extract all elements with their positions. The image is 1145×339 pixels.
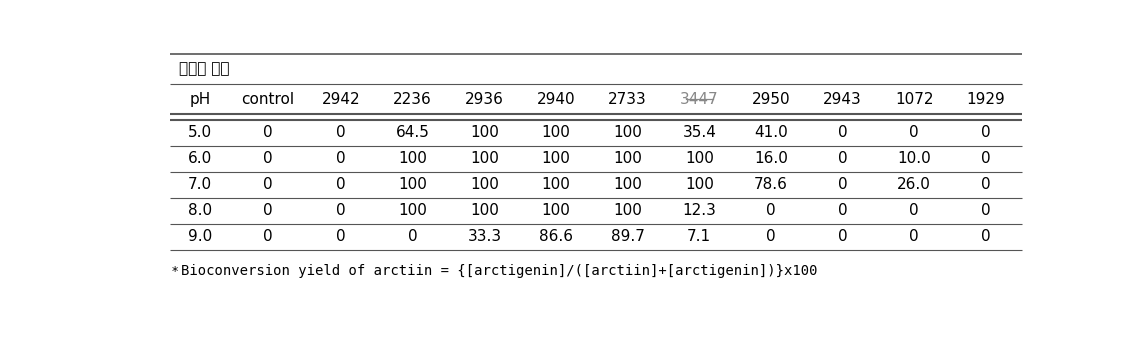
- Text: 유전자 번호: 유전자 번호: [179, 61, 229, 76]
- Text: 0: 0: [263, 177, 273, 192]
- Text: 86.6: 86.6: [539, 229, 572, 244]
- Text: 33.3: 33.3: [467, 229, 502, 244]
- Text: 0: 0: [263, 229, 273, 244]
- Text: 100: 100: [469, 125, 499, 140]
- Text: 100: 100: [398, 151, 427, 166]
- Text: 78.6: 78.6: [753, 177, 788, 192]
- Text: 0: 0: [838, 125, 847, 140]
- Text: 0: 0: [981, 229, 990, 244]
- Text: 0: 0: [909, 203, 919, 218]
- Text: 100: 100: [614, 203, 642, 218]
- Text: 0: 0: [981, 177, 990, 192]
- Text: 0: 0: [909, 125, 919, 140]
- Text: 7.0: 7.0: [188, 177, 212, 192]
- Text: 0: 0: [337, 203, 346, 218]
- Text: 2942: 2942: [322, 92, 361, 107]
- Text: 2950: 2950: [751, 92, 790, 107]
- Text: Bioconversion yield of arctiin = {[arctigenin]/([arctiin]+[arctigenin])}x100: Bioconversion yield of arctiin = {[arcti…: [181, 264, 818, 278]
- Text: 0: 0: [263, 151, 273, 166]
- Text: control: control: [242, 92, 294, 107]
- Text: 100: 100: [398, 177, 427, 192]
- Text: 8.0: 8.0: [188, 203, 212, 218]
- Text: 100: 100: [469, 151, 499, 166]
- Text: 0: 0: [838, 229, 847, 244]
- Text: 0: 0: [766, 203, 775, 218]
- Text: *: *: [172, 265, 177, 278]
- Text: 0: 0: [337, 229, 346, 244]
- Text: 9.0: 9.0: [188, 229, 212, 244]
- Text: 35.4: 35.4: [682, 125, 717, 140]
- Text: 2936: 2936: [465, 92, 504, 107]
- Text: 100: 100: [469, 177, 499, 192]
- Text: 6.0: 6.0: [188, 151, 212, 166]
- Text: 100: 100: [614, 151, 642, 166]
- Text: 100: 100: [398, 203, 427, 218]
- Text: 0: 0: [838, 177, 847, 192]
- Text: 100: 100: [542, 203, 570, 218]
- Text: 10.0: 10.0: [898, 151, 931, 166]
- Text: 16.0: 16.0: [753, 151, 788, 166]
- Text: 0: 0: [909, 229, 919, 244]
- Text: 100: 100: [614, 125, 642, 140]
- Text: 2236: 2236: [394, 92, 432, 107]
- Text: 64.5: 64.5: [396, 125, 429, 140]
- Text: 0: 0: [337, 177, 346, 192]
- Text: 2940: 2940: [537, 92, 575, 107]
- Text: 2943: 2943: [823, 92, 862, 107]
- Text: pH: pH: [189, 92, 211, 107]
- Text: 0: 0: [838, 203, 847, 218]
- Text: 41.0: 41.0: [755, 125, 788, 140]
- Text: 7.1: 7.1: [687, 229, 711, 244]
- Text: 0: 0: [981, 151, 990, 166]
- Text: 100: 100: [469, 203, 499, 218]
- Text: 100: 100: [685, 151, 713, 166]
- Text: 100: 100: [685, 177, 713, 192]
- Text: 89.7: 89.7: [610, 229, 645, 244]
- Text: 0: 0: [263, 125, 273, 140]
- Text: 1929: 1929: [966, 92, 1005, 107]
- Text: 0: 0: [838, 151, 847, 166]
- Text: 0: 0: [981, 203, 990, 218]
- Text: 2733: 2733: [608, 92, 647, 107]
- Text: 0: 0: [337, 151, 346, 166]
- Text: 3447: 3447: [680, 92, 719, 107]
- Text: 0: 0: [337, 125, 346, 140]
- Text: 0: 0: [981, 125, 990, 140]
- Text: 100: 100: [542, 125, 570, 140]
- Text: 12.3: 12.3: [682, 203, 717, 218]
- Text: 1072: 1072: [895, 92, 933, 107]
- Text: 0: 0: [263, 203, 273, 218]
- Text: 0: 0: [408, 229, 418, 244]
- Text: 100: 100: [542, 177, 570, 192]
- Text: 0: 0: [766, 229, 775, 244]
- Text: 26.0: 26.0: [898, 177, 931, 192]
- Text: 100: 100: [614, 177, 642, 192]
- Text: 5.0: 5.0: [188, 125, 212, 140]
- Text: 100: 100: [542, 151, 570, 166]
